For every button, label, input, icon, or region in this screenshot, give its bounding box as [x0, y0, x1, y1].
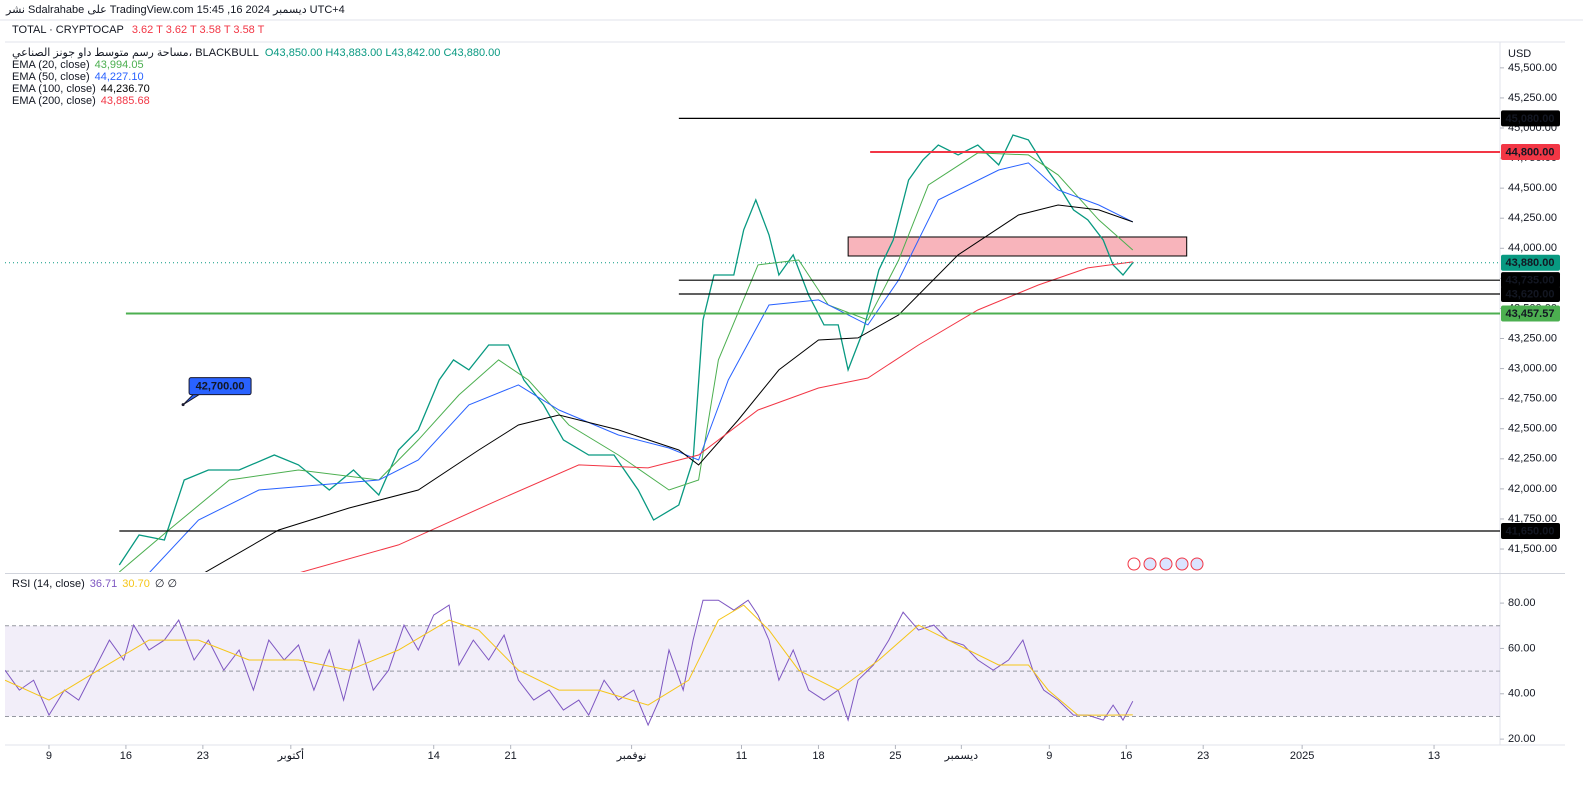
y-tick-label: 20.00 [1508, 733, 1536, 745]
legend-name: EMA (200, close) [12, 95, 96, 107]
x-tick-label: 16 [120, 750, 132, 762]
x-tick-label: 2025 [1290, 750, 1314, 762]
legend-value: 43,994.05 [95, 59, 144, 71]
published-note: نشر Sdalrahabe على TradingView.com 15:45… [5, 4, 345, 16]
legend-value: 44,227.10 [95, 71, 144, 83]
indicator-line [300, 261, 1133, 572]
price-label: 43,620.00 [1506, 288, 1555, 300]
symbol: TOTAL · CRYPTOCAP [12, 24, 124, 36]
event-icon [1127, 557, 1141, 571]
indicator-line [149, 162, 1134, 572]
zone [847, 236, 1188, 257]
legend-name: RSI (14, close) [12, 578, 85, 590]
price-label-box [1501, 286, 1560, 303]
legend-entry: EMA (200, close) 43,885.68 [12, 95, 150, 107]
y-tick-label: 41,500.00 [1508, 543, 1557, 555]
symbol-line: TOTAL · CRYPTOCAP 3.62 T 3.62 T 3.58 T 3.… [12, 24, 265, 36]
price-label: 41,650.00 [1506, 525, 1555, 537]
overlay-name: مساحة رسم متوسط داو جونز الصناعي، BLACKB… [12, 47, 259, 59]
y-tick-label: 42,250.00 [1508, 453, 1557, 465]
ohlc-line: مساحة رسم متوسط داو جونز الصناعي، BLACKB… [12, 47, 500, 59]
x-tick-label: 11 [736, 750, 747, 762]
callout-label: 42,700.00 [196, 381, 245, 393]
y-tick-label: 43,000.00 [1508, 362, 1557, 374]
price-label-box [1501, 144, 1560, 161]
legend-extra: ∅ ∅ [155, 578, 177, 590]
y-tick-label: 44,500.00 [1508, 182, 1557, 194]
x-tick-label: 21 [505, 750, 517, 762]
price-label: 44,800.00 [1506, 146, 1555, 158]
x-tick-label: أكتوبر [277, 748, 304, 762]
event-icons [1127, 557, 1204, 571]
y-tick-label: 44,250.00 [1508, 212, 1557, 224]
legend-value: 30.70 [122, 578, 150, 590]
event-icon [1143, 557, 1157, 571]
price-label-box [1501, 110, 1560, 127]
price-label-box [1501, 254, 1560, 271]
symbol-values: 3.62 T 3.62 T 3.58 T 3.58 T [132, 24, 265, 36]
x-tick-label: 13 [1428, 750, 1440, 762]
price-label: 45,080.00 [1506, 113, 1555, 125]
callout-box [188, 377, 252, 396]
x-tick-label: 23 [1197, 750, 1209, 762]
y-tick-label: 42,000.00 [1508, 483, 1557, 495]
price-label: 43,735.00 [1506, 275, 1555, 287]
x-tick-label: 16 [1120, 750, 1132, 762]
event-icon [1190, 557, 1204, 571]
x-tick-label: 23 [197, 750, 209, 762]
y-tick-label: 42,500.00 [1508, 423, 1557, 435]
x-tick-label: 9 [1046, 750, 1052, 762]
y-tick-label: 60.00 [1508, 642, 1536, 654]
y-tick-label: 44,000.00 [1508, 242, 1557, 254]
price-label-box [1501, 305, 1560, 322]
indicator-line [5, 599, 1134, 727]
indicator-line [204, 204, 1133, 572]
event-icon [1175, 557, 1189, 571]
legend-name: EMA (50, close) [12, 71, 90, 83]
price-label-box [1501, 272, 1560, 289]
rsi-legend: RSI (14, close) 36.71 30.70 ∅ ∅ [12, 578, 177, 590]
x-tick-label: 18 [812, 750, 824, 762]
price-label-box [1501, 522, 1560, 539]
event-icon [1159, 557, 1173, 571]
x-tick-label: 25 [889, 750, 901, 762]
legend-value: 36.71 [90, 578, 118, 590]
x-tick-label: 14 [428, 750, 440, 762]
legend-entry: EMA (100, close) 44,236.70 [12, 83, 150, 95]
plot-area [5, 599, 1500, 727]
price-line [118, 134, 1134, 566]
x-tick-label: ديسمبر [944, 750, 979, 762]
legend-entry: EMA (20, close) 43,994.05 [12, 59, 144, 71]
legend-name: EMA (100, close) [12, 83, 96, 95]
rsi-band [5, 625, 1500, 717]
price-label: 43,880.00 [1506, 257, 1555, 269]
y-tick-label: 43,250.00 [1508, 332, 1557, 344]
x-tick-label: 9 [46, 750, 52, 762]
y-tick-label: 80.00 [1508, 597, 1536, 609]
ohlc: O43,850.00 H43,883.00 L43,842.00 C43,880… [265, 47, 500, 59]
y-tick-label: 41,750.00 [1508, 513, 1557, 525]
currency: USD [1508, 48, 1531, 60]
legend-value: 43,885.68 [101, 95, 150, 107]
price-label: 43,457.57 [1506, 308, 1555, 320]
callout-point [181, 403, 185, 407]
legend-entry: EMA (50, close) 44,227.10 [12, 71, 144, 83]
indicator-line [5, 604, 1133, 716]
y-tick-label: 45,250.00 [1508, 92, 1557, 104]
y-tick-label: 45,500.00 [1508, 62, 1557, 74]
legend-value: 44,236.70 [101, 83, 150, 95]
plot-area [5, 134, 1500, 572]
legend-name: EMA (20, close) [12, 59, 90, 71]
y-tick-label: 40.00 [1508, 688, 1536, 700]
x-tick-label: نوفمبر [616, 750, 647, 762]
y-tick-label: 42,750.00 [1508, 393, 1557, 405]
